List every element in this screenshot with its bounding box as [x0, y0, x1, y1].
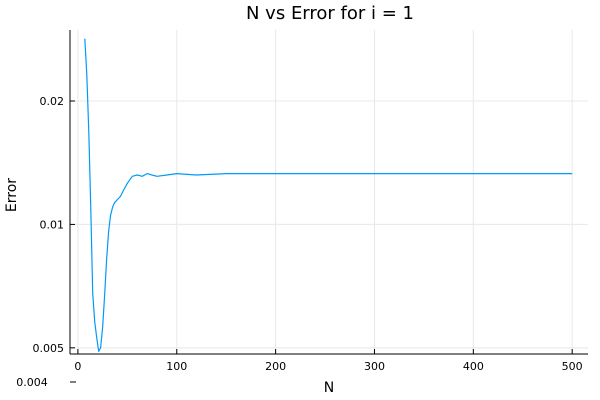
chart-title: N vs Error for i = 1: [246, 3, 414, 24]
y-tick-label: 0.005: [33, 342, 65, 355]
x-axis-label: N: [324, 380, 334, 396]
x-axis-ticks: 0 100 200 300 400 500: [74, 349, 583, 373]
y-tick-label: 0.01: [40, 218, 65, 231]
series-line: [84, 38, 573, 352]
extra-tick-label: 0.004: [16, 376, 48, 389]
x-tick-label: 300: [364, 360, 385, 373]
y-axis-ticks: 0.005 0.01 0.02: [33, 95, 75, 355]
x-tick-label: 200: [265, 360, 286, 373]
x-tick-label: 0: [74, 360, 81, 373]
series-group: [84, 38, 573, 352]
x-tick-label: 100: [166, 360, 187, 373]
y-axis-label: Error: [4, 178, 20, 212]
axes: [69, 30, 588, 355]
x-tick-label: 400: [463, 360, 484, 373]
grid-lines: [70, 30, 588, 354]
y-tick-label: 0.02: [40, 95, 65, 108]
extra-tick: 0.004: [16, 376, 76, 389]
x-tick-label: 500: [562, 360, 583, 373]
